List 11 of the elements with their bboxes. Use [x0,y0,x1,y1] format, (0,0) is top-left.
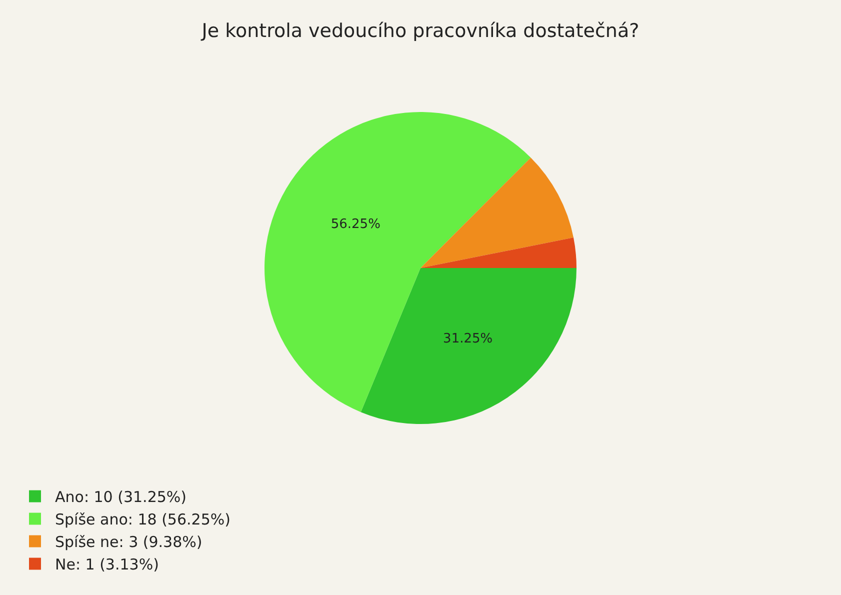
pie-slice [360,268,576,424]
pie-slice [420,158,574,268]
chart-title: Je kontrola vedoucího pracovníka dostatečná? [200,20,640,42]
pie-slice [420,238,576,268]
data-label: 56.25% [330,217,380,232]
legend-label: Ne: 1 (3.13%) [55,556,159,574]
pie-slice [264,112,531,412]
legend-label: Ano: 10 (31.25%) [55,488,187,506]
legend-label: Spíše ano: 18 (56.25%) [55,510,230,529]
data-label: 31.25% [443,331,493,346]
legend-label: Spíše ne: 3 (9.38%) [55,533,202,552]
